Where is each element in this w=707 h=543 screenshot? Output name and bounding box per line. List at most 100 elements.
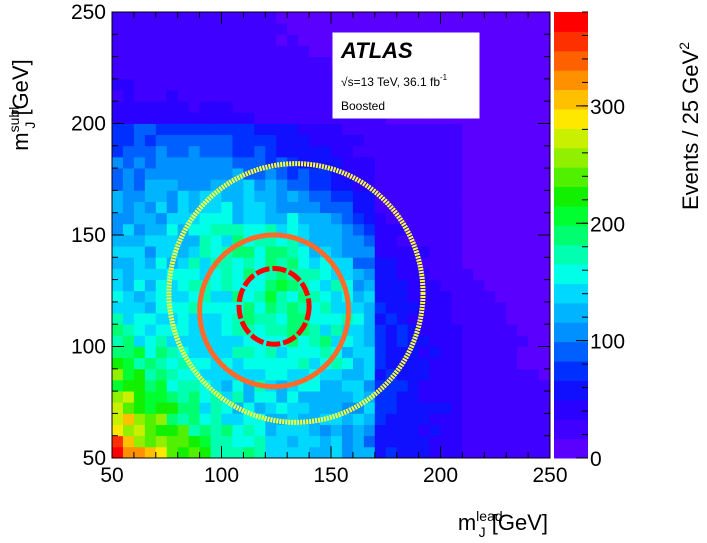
heatmap-bin [287, 67, 299, 80]
heatmap-bin [166, 368, 179, 381]
colorbar-segment [554, 225, 588, 246]
heatmap-bin [177, 34, 190, 46]
heatmap-bin [166, 23, 179, 35]
heatmap-bin [210, 212, 222, 225]
heatmap-bin [506, 56, 518, 69]
heatmap-bin [528, 257, 540, 269]
heatmap-bin [177, 391, 190, 403]
heatmap-bin [243, 335, 255, 347]
heatmap-bin [221, 379, 233, 392]
heatmap-bin [320, 235, 332, 247]
heatmap-bin [221, 123, 233, 136]
heatmap-bin [539, 12, 551, 24]
heatmap-bin [221, 313, 233, 325]
heatmap-bin [407, 301, 419, 314]
heatmap-bin [462, 368, 474, 381]
heatmap-bin [462, 313, 474, 325]
heatmap-bin [133, 190, 146, 202]
heatmap-bin [539, 156, 551, 169]
x-tick-label: 250 [532, 464, 567, 487]
heatmap-bin [232, 56, 244, 69]
heatmap-bin [112, 190, 124, 202]
heatmap-bin [440, 156, 452, 169]
heatmap-bin [484, 357, 496, 370]
heatmap-bin [199, 67, 211, 80]
heatmap-bin [243, 179, 255, 191]
heatmap-bin [199, 346, 211, 359]
heatmap-bin [188, 168, 200, 180]
heatmap-bin [341, 235, 354, 247]
heatmap-bin [254, 78, 266, 91]
heatmap-bin [539, 134, 551, 147]
heatmap-bin [298, 12, 310, 24]
heatmap-bin [144, 368, 157, 381]
heatmap-bin [232, 346, 244, 359]
heatmap-bin [341, 212, 354, 225]
heatmap-bin [484, 324, 496, 336]
heatmap-bin [407, 179, 419, 191]
heatmap-bin [243, 56, 255, 69]
heatmap-bin [166, 78, 179, 91]
heatmap-bin [440, 235, 452, 247]
heatmap-bin [506, 368, 518, 381]
heatmap-bin [155, 413, 168, 425]
heatmap-bin [462, 268, 474, 280]
heatmap-bin [352, 368, 365, 381]
heatmap-bin [221, 201, 233, 214]
heatmap-bin [528, 134, 540, 147]
heatmap-bin [166, 301, 179, 314]
heatmap-bin [506, 67, 518, 80]
heatmap-bin [199, 134, 211, 147]
heatmap-bin [144, 45, 157, 57]
heatmap-bin [199, 324, 211, 336]
heatmap-bin [133, 67, 146, 80]
heatmap-bin [210, 67, 222, 80]
heatmap-bin [440, 413, 452, 425]
heatmap-bin [276, 45, 288, 57]
heatmap-bin [407, 290, 419, 303]
heatmap-bin [473, 190, 485, 202]
heatmap-bin [484, 402, 496, 414]
heatmap-bin [352, 301, 365, 314]
heatmap-bin [177, 368, 190, 381]
heatmap-bin [112, 402, 124, 414]
heatmap-bin [221, 279, 233, 292]
heatmap-bin [363, 268, 376, 280]
heatmap-bin [331, 424, 343, 437]
heatmap-bin [188, 45, 200, 57]
heatmap-bin [232, 201, 244, 214]
heatmap-bin [539, 324, 551, 336]
heatmap-bin [254, 23, 266, 35]
region-label: Boosted [341, 99, 385, 113]
heatmap-bin [155, 190, 168, 202]
colorbar-segment [554, 50, 588, 71]
heatmap-bin [396, 134, 409, 147]
heatmap-bin [341, 223, 354, 236]
heatmap-bin [506, 268, 518, 280]
heatmap-bin [298, 90, 310, 102]
heatmap-bin [462, 168, 474, 180]
heatmap-bin [528, 23, 540, 35]
heatmap-bin [221, 34, 233, 46]
heatmap-bin [221, 67, 233, 80]
heatmap-bin [440, 145, 452, 158]
colorbar-segment [554, 89, 588, 110]
heatmap-bin [276, 235, 288, 247]
heatmap-bin [451, 156, 463, 169]
heatmap-bin [440, 368, 452, 381]
heatmap-bin [155, 23, 168, 35]
heatmap-bin [352, 23, 365, 35]
heatmap-bin [484, 379, 496, 392]
heatmap-bin [221, 145, 233, 158]
heatmap-bin [265, 424, 277, 437]
heatmap-bin [495, 379, 507, 392]
heatmap-bin [440, 12, 452, 24]
heatmap-bin [352, 324, 365, 336]
heatmap-bin [363, 279, 376, 292]
heatmap-bin [188, 424, 200, 437]
heatmap-bin [341, 279, 354, 292]
heatmap-bin [396, 23, 409, 35]
heatmap-bin [385, 212, 398, 225]
heatmap-bin [221, 346, 233, 359]
heatmap-bin [374, 290, 387, 303]
